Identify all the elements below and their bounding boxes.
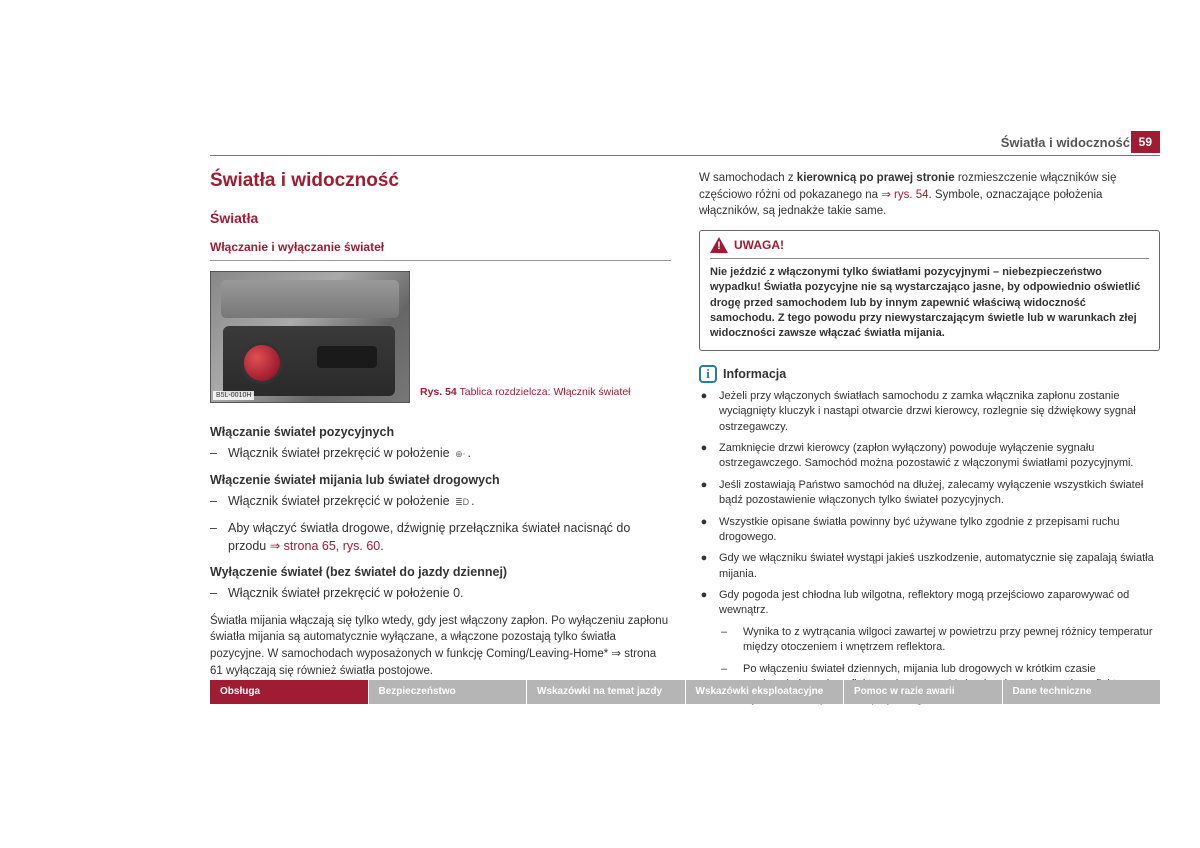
figure-caption-text: Tablica rozdzielcza: Włącznik świateł — [460, 386, 631, 398]
step-item: – Włącznik świateł przekręcić w położeni… — [210, 493, 671, 511]
step-item: – Włącznik świateł przekręcić w położeni… — [210, 445, 671, 463]
bullet-text: Gdy we włączniku świateł wystąpi jakieś … — [719, 551, 1160, 582]
text-fragment: W samochodach z — [699, 172, 797, 184]
step-text: Włącznik świateł przekręcić w położenie … — [228, 585, 464, 603]
dash-marker: – — [210, 585, 228, 603]
content-columns: Światła i widoczność Światła Włączanie i… — [210, 170, 1160, 714]
step-text: Włącznik świateł przekręcić w położenie … — [228, 493, 475, 511]
left-column: Światła i widoczność Światła Włączanie i… — [210, 170, 671, 714]
step-fragment: . — [380, 539, 383, 553]
dash-marker: – — [210, 493, 228, 511]
header-rule — [210, 155, 1160, 156]
cross-ref-link[interactable]: ⇒ strona 65, rys. 60 — [270, 539, 381, 553]
bullet-dot: ● — [699, 588, 709, 619]
warning-triangle-icon — [710, 237, 728, 253]
bullet-list: ●Jeżeli przy włączonych światłach samoch… — [699, 389, 1160, 619]
page-number: 59 — [1131, 131, 1160, 153]
cross-ref-link[interactable]: ⇒ rys. 54 — [881, 189, 928, 201]
figure-caption: Rys. 54 Tablica rozdzielcza: Włącznik św… — [420, 385, 631, 403]
chapter-title: Światła i widoczność — [210, 170, 671, 192]
bold-fragment: kierownicą po prawej stronie — [797, 172, 955, 184]
warning-label: UWAGA! — [734, 237, 784, 254]
right-column: W samochodach z kierownicą po prawej str… — [699, 170, 1160, 714]
step-fragment: Włącznik świateł przekręcić w położenie — [228, 494, 453, 508]
nav-tab-bezpieczenstwo[interactable]: Bezpieczeństwo — [369, 680, 528, 704]
bullet-item: ● Gdy we włączniku świateł wystąpi jakieś… — [699, 551, 1160, 582]
bullet-dot: ● — [699, 515, 709, 546]
step-heading: Włączenie świateł mijania lub świateł dr… — [210, 473, 671, 487]
bullet-dot: ● — [699, 441, 709, 472]
figure-ref-tag: B5L-0010H — [213, 391, 254, 400]
info-icon — [699, 365, 717, 383]
bullet-text: Jeżeli przy włączonych światłach samocho… — [719, 389, 1160, 435]
bullet-item: ● Jeśli zostawiają Państwo samochód na dł… — [699, 478, 1160, 509]
subsection-title: Włączanie i wyłączanie świateł — [210, 240, 671, 254]
position-symbol: ≣D — [453, 496, 471, 509]
step-fragment: Włącznik świateł przekręcić w położenie — [228, 446, 453, 460]
bullet-dot: ● — [699, 389, 709, 435]
figure-block: B5L-0010H Rys. 54 Tablica rozdzielcza: W… — [210, 271, 671, 403]
nav-tab-obsluga[interactable]: Obsługa — [210, 680, 369, 704]
sub-bullet-item: –Wynika to z wytrącania wilgoci zawartej… — [721, 625, 1160, 656]
dash-marker: – — [210, 445, 228, 463]
separator — [210, 260, 671, 261]
paragraph: Światła mijania włączają się tylko wtedy… — [210, 613, 671, 680]
figure-label: Rys. 54 — [420, 386, 457, 398]
bullet-item: ● Gdy pogoda jest chłodna lub wilgotna, r… — [699, 588, 1160, 619]
light-switch-knob — [241, 342, 283, 384]
step-heading: Włączanie świateł pozycyjnych — [210, 425, 671, 439]
bottom-nav: Obsługa Bezpieczeństwo Wskazówki na tema… — [210, 680, 1160, 704]
bullet-text: Wszystkie opisane światła powinny być uż… — [719, 515, 1160, 546]
bullet-text: Gdy pogoda jest chłodna lub wilgotna, re… — [719, 588, 1160, 619]
manual-page: Światła i widoczność 59 Światła i widocz… — [0, 0, 1200, 734]
paragraph: W samochodach z kierownicą po prawej str… — [699, 170, 1160, 220]
nav-tab-dane-techniczne[interactable]: Dane techniczne — [1003, 680, 1161, 704]
step-item: – Aby włączyć światła drogowe, dźwignię … — [210, 520, 671, 555]
figure-image: B5L-0010H — [210, 271, 410, 403]
step-item: – Włącznik świateł przekręcić w położeni… — [210, 585, 671, 603]
nav-tab-wskazowki-jazdy[interactable]: Wskazówki na temat jazdy — [527, 680, 686, 704]
sub-bullet-text: Wynika to z wytrącania wilgoci zawartej … — [743, 625, 1160, 656]
section-title: Światła — [210, 210, 671, 226]
bullet-item: ● Wszystkie opisane światła powinny być u… — [699, 515, 1160, 546]
step-text: Aby włączyć światła drogowe, dźwignię pr… — [228, 520, 671, 555]
nav-tab-pomoc-awarii[interactable]: Pomoc w razie awarii — [844, 680, 1003, 704]
bullet-item: ●Jeżeli przy włączonych światłach samoch… — [699, 389, 1160, 435]
step-heading: Wyłączenie świateł (bez świateł do jazdy… — [210, 565, 671, 579]
dashboard-top — [221, 280, 399, 318]
bullet-dot: ● — [699, 551, 709, 582]
warning-body: Nie jeździć z włączonymi tylko światłami… — [710, 265, 1149, 342]
warning-header: UWAGA! — [710, 237, 1149, 259]
dimmer-slot — [317, 346, 377, 368]
dash-marker: – — [721, 625, 733, 656]
running-head: Światła i widoczność — [1001, 135, 1130, 150]
warning-box: UWAGA! Nie jeździć z włączonymi tylko św… — [699, 230, 1160, 351]
dash-marker: – — [210, 520, 228, 555]
bullet-text: Jeśli zostawiają Państwo samochód na dłu… — [719, 478, 1160, 509]
info-label: Informacja — [723, 367, 786, 381]
bullet-item: ● Zamknięcie drzwi kierowcy (zapłon wyłąc… — [699, 441, 1160, 472]
bullet-text: Zamknięcie drzwi kierowcy (zapłon wyłącz… — [719, 441, 1160, 472]
position-symbol: ⊕⋅ — [453, 448, 467, 461]
info-header: Informacja — [699, 365, 1160, 383]
nav-tab-eksploatacyjne[interactable]: Wskazówki eksploatacyjne — [686, 680, 845, 704]
step-text: Włącznik świateł przekręcić w położenie … — [228, 445, 471, 463]
bullet-dot: ● — [699, 478, 709, 509]
